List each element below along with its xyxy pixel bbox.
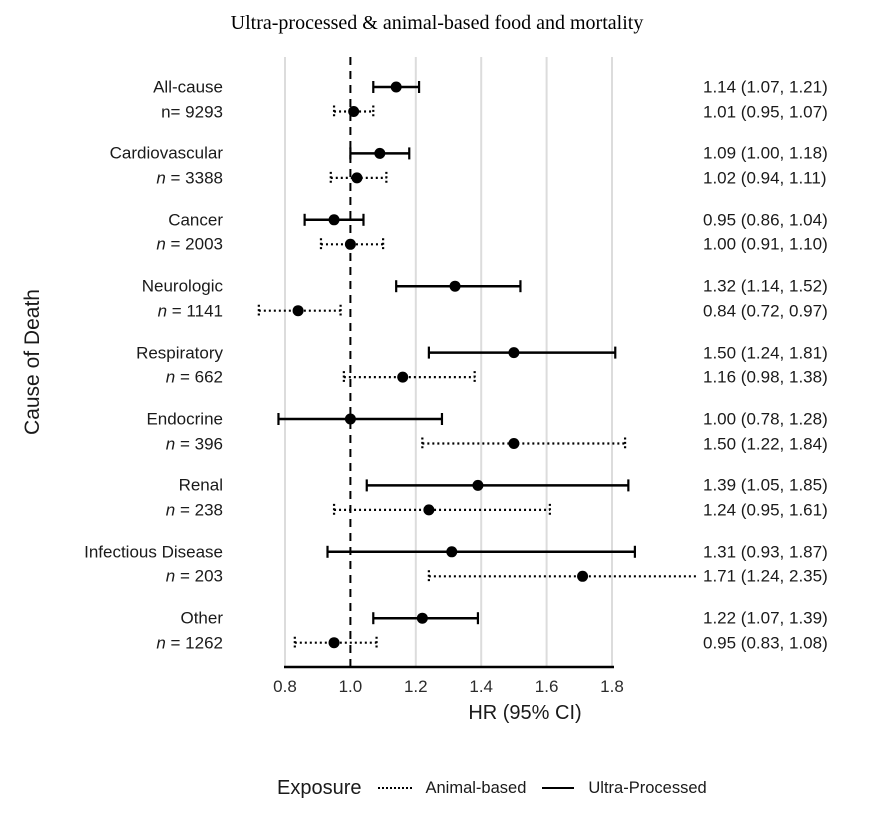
group-label: Cardiovascular [109, 143, 223, 163]
point-ultra-processed [374, 147, 386, 159]
point-animal-based [344, 238, 356, 250]
group-label: Neurologic [141, 276, 223, 296]
legend: Exposure Animal-based Ultra-Processed [277, 772, 707, 804]
dotted-line-icon [377, 787, 412, 789]
point-ultra-processed [446, 546, 458, 558]
x-tick-label: 1.8 [600, 677, 624, 696]
group-n-label: n = 662 [165, 367, 223, 387]
n-italic: n [165, 566, 176, 586]
point-animal-based [328, 637, 340, 649]
n-italic: n [157, 301, 168, 321]
hr-value-ultra-processed: 1.50 (1.24, 1.81) [703, 343, 828, 363]
x-tick-label: 1.4 [469, 677, 494, 696]
x-tick-label: 1.6 [534, 677, 559, 696]
hr-value-animal-based: 1.02 (0.94, 1.11) [703, 168, 827, 188]
point-ultra-processed [508, 347, 520, 359]
hr-value-ultra-processed: 1.39 (1.05, 1.85) [703, 475, 828, 495]
group-label: All-cause [153, 77, 223, 97]
hr-value-animal-based: 0.84 (0.72, 0.97) [703, 301, 828, 321]
group-n-label: n = 238 [165, 500, 223, 520]
x-tick-label: 1.0 [338, 677, 363, 696]
n-italic: n [165, 367, 176, 387]
group-label: Respiratory [136, 343, 223, 363]
point-ultra-processed [328, 214, 340, 226]
x-tick-label: 1.2 [403, 677, 428, 696]
hr-value-ultra-processed: 1.22 (1.07, 1.39) [703, 608, 828, 628]
group-label: Endocrine [146, 409, 223, 429]
point-ultra-processed [344, 413, 356, 425]
group-label: Renal [178, 475, 223, 495]
point-animal-based [577, 570, 589, 582]
group-label: Cancer [168, 210, 223, 230]
point-animal-based [397, 371, 409, 383]
point-ultra-processed [449, 280, 461, 292]
n-italic: n [156, 234, 166, 254]
hr-value-animal-based: 1.01 (0.95, 1.07) [703, 102, 828, 121]
hr-value-ultra-processed: 0.95 (0.86, 1.04) [703, 210, 828, 230]
legend-label-animal-based: Animal-based [425, 778, 527, 797]
group-n-label: n= 9293 [161, 102, 223, 121]
point-animal-based [508, 438, 520, 449]
hr-value-ultra-processed: 1.14 (1.07, 1.21) [703, 77, 828, 97]
x-axis-title: HR (95% CI) [468, 702, 582, 724]
hr-value-animal-based: 1.00 (0.91, 1.10) [703, 234, 828, 254]
chart-title: Ultra-processed & animal-based food and … [230, 12, 644, 34]
n-italic: n [165, 434, 176, 453]
n-italic: n [165, 500, 176, 520]
legend-title: Exposure [277, 776, 362, 799]
n-italic: n [156, 168, 166, 188]
point-ultra-processed [390, 81, 402, 93]
hr-value-animal-based: 0.95 (0.83, 1.08) [703, 633, 828, 653]
group-n-label: n = 396 [165, 434, 223, 453]
hr-value-animal-based: 1.16 (0.98, 1.38) [703, 367, 828, 387]
point-ultra-processed [472, 479, 484, 491]
hr-value-ultra-processed: 1.32 (1.14, 1.52) [703, 276, 828, 296]
hr-value-animal-based: 1.71 (1.24, 2.35) [703, 566, 828, 586]
group-n-label: n = 3388 [156, 168, 223, 188]
hr-value-ultra-processed: 1.31 (0.93, 1.87) [703, 542, 828, 562]
group-n-label: n = 1262 [156, 633, 223, 653]
group-n-label: n = 2003 [156, 234, 223, 254]
legend-label-ultra-processed: Ultra-Processed [588, 778, 707, 797]
point-animal-based [423, 504, 435, 516]
n-italic: n [156, 633, 166, 653]
point-animal-based [351, 172, 363, 184]
point-animal-based [292, 305, 304, 317]
group-label: Infectious Disease [84, 542, 223, 562]
group-n-label: n = 1141 [157, 301, 223, 321]
hr-value-ultra-processed: 1.00 (0.78, 1.28) [703, 409, 828, 429]
group-n-label: n = 203 [165, 566, 223, 586]
hr-value-animal-based: 1.24 (0.95, 1.61) [703, 500, 828, 520]
point-ultra-processed [416, 612, 428, 624]
hr-value-animal-based: 1.50 (1.22, 1.84) [703, 434, 828, 453]
group-label: Other [180, 608, 223, 628]
point-animal-based [348, 106, 360, 117]
hr-value-ultra-processed: 1.09 (1.00, 1.18) [703, 143, 828, 163]
x-tick-label: 0.8 [273, 677, 297, 696]
solid-line-icon [542, 787, 575, 789]
